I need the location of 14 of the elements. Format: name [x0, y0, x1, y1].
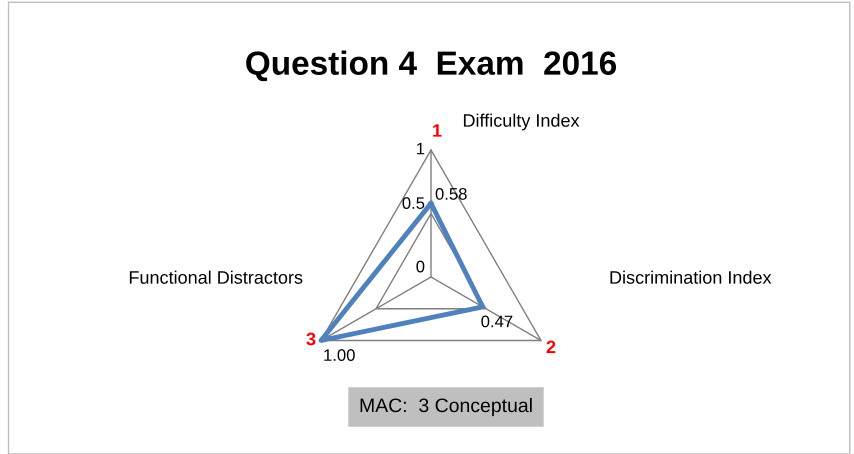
text: 1	[433, 124, 442, 137]
text: MAC: 3 Conceptual	[360, 398, 532, 416]
data-label: 0.58	[436, 188, 467, 200]
spoke-label: Functional Distractors	[130, 270, 302, 284]
data-label: 0.47	[481, 316, 512, 328]
spoke-label: Difficulty Index	[464, 114, 580, 130]
text: 3	[306, 332, 316, 346]
text: 2	[546, 340, 556, 354]
y-tick-label: 1	[417, 142, 424, 154]
y-tick-label: 0	[416, 260, 424, 272]
chart-title: Question 4 Exam 2016	[246, 50, 616, 82]
spoke-label: Discrimination Index	[610, 270, 772, 284]
y-tick-label: 0.5	[402, 197, 424, 209]
data-label: 1.00	[324, 349, 355, 361]
